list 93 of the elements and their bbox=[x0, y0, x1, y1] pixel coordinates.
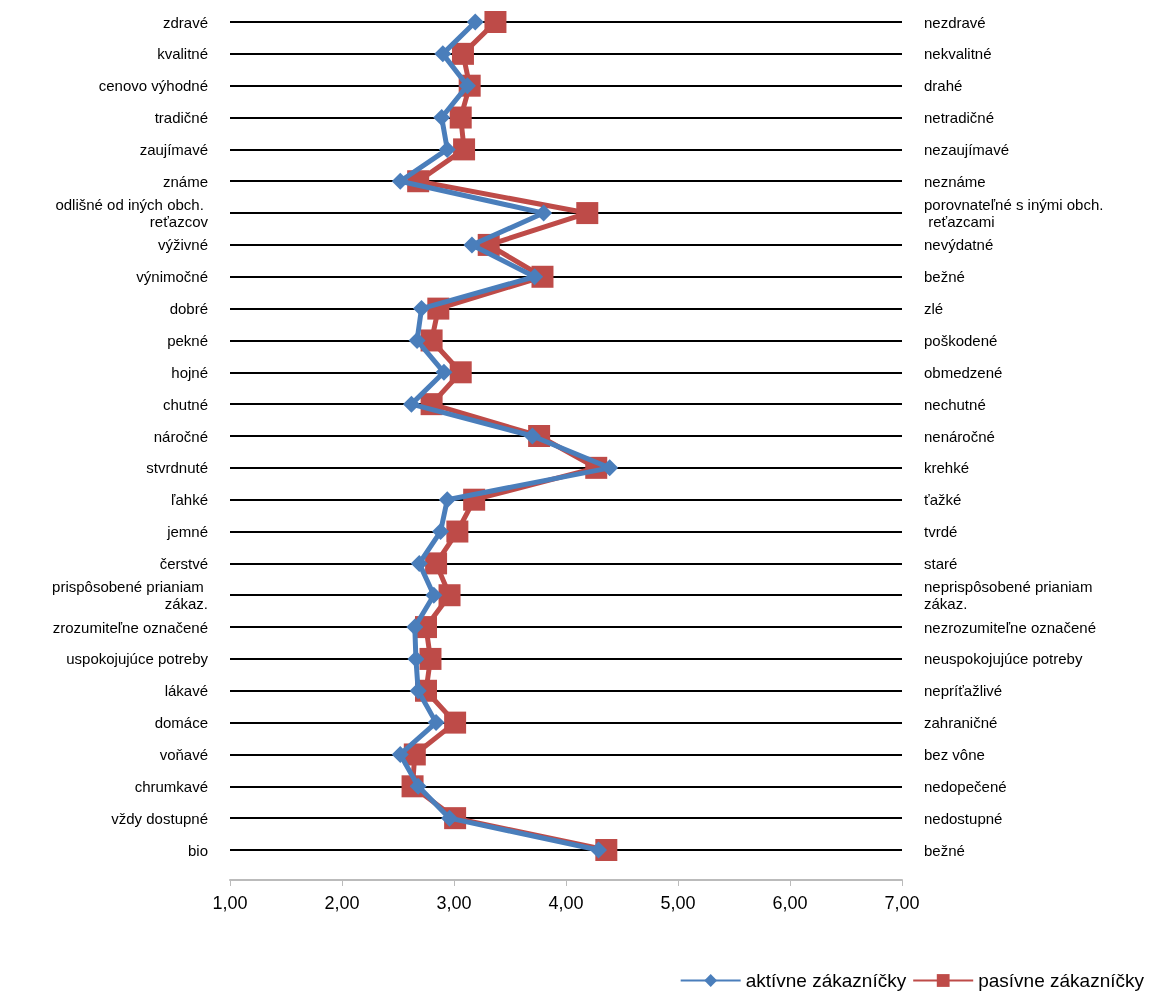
point bbox=[466, 13, 484, 31]
x-tick-label: 2,00 bbox=[324, 893, 360, 913]
y-tick-label: prispôsobené prianiam zákaz. bbox=[52, 578, 208, 613]
y-tick-label: ľahké bbox=[171, 491, 208, 509]
y-tick-label: uspokojujúce potreby bbox=[66, 650, 209, 668]
y2-tick-label: nezaujímavé bbox=[924, 140, 1010, 158]
y-tick-label: zdravé bbox=[162, 13, 208, 31]
y2-tick-label: zahraničné bbox=[924, 714, 998, 732]
y-tick-label: známe bbox=[162, 172, 208, 190]
point bbox=[449, 361, 472, 384]
y-tick-label: lákavé bbox=[164, 682, 208, 700]
point bbox=[438, 584, 461, 607]
y2-tick-label: nenáročné bbox=[924, 427, 995, 445]
y2-tick-label: nedopečené bbox=[924, 777, 1007, 795]
point bbox=[576, 202, 599, 225]
y2-tick-label: drahé bbox=[924, 77, 963, 95]
point bbox=[438, 140, 456, 158]
point bbox=[413, 300, 431, 318]
x-tick-label: 4,00 bbox=[548, 893, 584, 913]
y-tick-label: chutné bbox=[162, 395, 208, 413]
y2-tick-label: staré bbox=[924, 554, 958, 572]
y2-tick-label: poškodené bbox=[924, 331, 998, 349]
y-tick-label: stvrdnuté bbox=[146, 459, 208, 477]
point bbox=[449, 106, 472, 129]
y-tick-label: chrumkavé bbox=[134, 777, 208, 795]
y2-tick-label: tvrdé bbox=[924, 523, 958, 541]
y-tick-label: odlišné od iných obch. reťazcov bbox=[55, 196, 209, 231]
y-tick-label: náročné bbox=[153, 427, 208, 445]
point bbox=[410, 554, 428, 572]
point bbox=[451, 42, 474, 65]
y2-tick-label: nedostupné bbox=[924, 809, 1003, 827]
point bbox=[427, 714, 445, 732]
y2-tick-label: nepríťažlivé bbox=[924, 682, 1003, 700]
y2-tick-label: nevýdatné bbox=[924, 236, 994, 254]
point bbox=[444, 711, 467, 734]
y-tick-label: cenovo výhodné bbox=[98, 77, 208, 95]
legend-label: pasívne zákazníčky bbox=[978, 970, 1145, 991]
y-tick-label: dobré bbox=[169, 300, 208, 318]
y2-tick-label: ťažké bbox=[924, 491, 962, 509]
point bbox=[425, 552, 448, 575]
legend-label: aktívne zákazníčky bbox=[745, 970, 907, 991]
point bbox=[406, 618, 424, 636]
point bbox=[453, 138, 476, 161]
y2-tick-label: obmedzené bbox=[924, 363, 1003, 381]
y-tick-label: voňavé bbox=[159, 745, 208, 763]
y2-tick-label: nezdravé bbox=[924, 13, 986, 31]
y-tick-label: bio bbox=[187, 841, 208, 859]
y-tick-label: hojné bbox=[171, 363, 208, 381]
y-tick-label: zaujímavé bbox=[139, 140, 208, 158]
point bbox=[408, 331, 426, 349]
point bbox=[402, 395, 420, 413]
y2-tick-label: porovnateľné s inými obch. reťazcami bbox=[924, 196, 1104, 231]
x-tick-label: 1,00 bbox=[212, 893, 248, 913]
point bbox=[446, 520, 469, 543]
point bbox=[419, 647, 442, 670]
y-tick-label: domáce bbox=[154, 714, 208, 732]
point bbox=[463, 236, 481, 254]
y-tick-label: čerstvé bbox=[159, 554, 208, 572]
y2-tick-label: nechutné bbox=[924, 395, 986, 413]
point bbox=[484, 11, 507, 33]
point bbox=[435, 363, 453, 381]
point bbox=[391, 745, 409, 763]
y2-tick-label: zlé bbox=[924, 300, 944, 318]
point bbox=[391, 172, 409, 190]
point bbox=[425, 586, 443, 604]
y2-tick-label: bežné bbox=[924, 268, 965, 286]
y-tick-label: výživné bbox=[157, 236, 208, 254]
y2-tick-label: neuspokojujúce potreby bbox=[924, 650, 1083, 668]
y-tick-label: tradičné bbox=[154, 109, 208, 127]
y-tick-label: kvalitné bbox=[157, 45, 208, 63]
point bbox=[407, 650, 425, 668]
y-tick-label: pekné bbox=[167, 331, 208, 349]
y-tick-label: výnimočné bbox=[136, 268, 208, 286]
y-tick-label: jemné bbox=[166, 523, 208, 541]
y-tick-label: vždy dostupné bbox=[111, 809, 208, 827]
x-tick-label: 5,00 bbox=[660, 893, 696, 913]
y2-tick-label: krehké bbox=[924, 459, 970, 477]
x-tick-label: 7,00 bbox=[884, 893, 920, 913]
point bbox=[438, 491, 456, 509]
y2-tick-label: neznáme bbox=[924, 172, 986, 190]
y2-tick-label: bežné bbox=[924, 841, 965, 859]
point bbox=[433, 109, 451, 127]
point bbox=[432, 523, 450, 541]
x-tick-label: 6,00 bbox=[772, 893, 808, 913]
y2-tick-label: bez vône bbox=[924, 745, 985, 763]
y-tick-label: zrozumiteľne označené bbox=[52, 618, 208, 636]
x-tick-label: 3,00 bbox=[436, 893, 472, 913]
y2-tick-label: nezrozumiteľne označené bbox=[924, 618, 1096, 636]
y2-tick-label: nekvalitné bbox=[924, 45, 992, 63]
y2-tick-label: neprispôsobené prianiam zákaz. bbox=[924, 578, 1097, 613]
y2-tick-label: netradičné bbox=[924, 109, 995, 127]
point bbox=[434, 45, 452, 63]
point bbox=[535, 204, 553, 222]
